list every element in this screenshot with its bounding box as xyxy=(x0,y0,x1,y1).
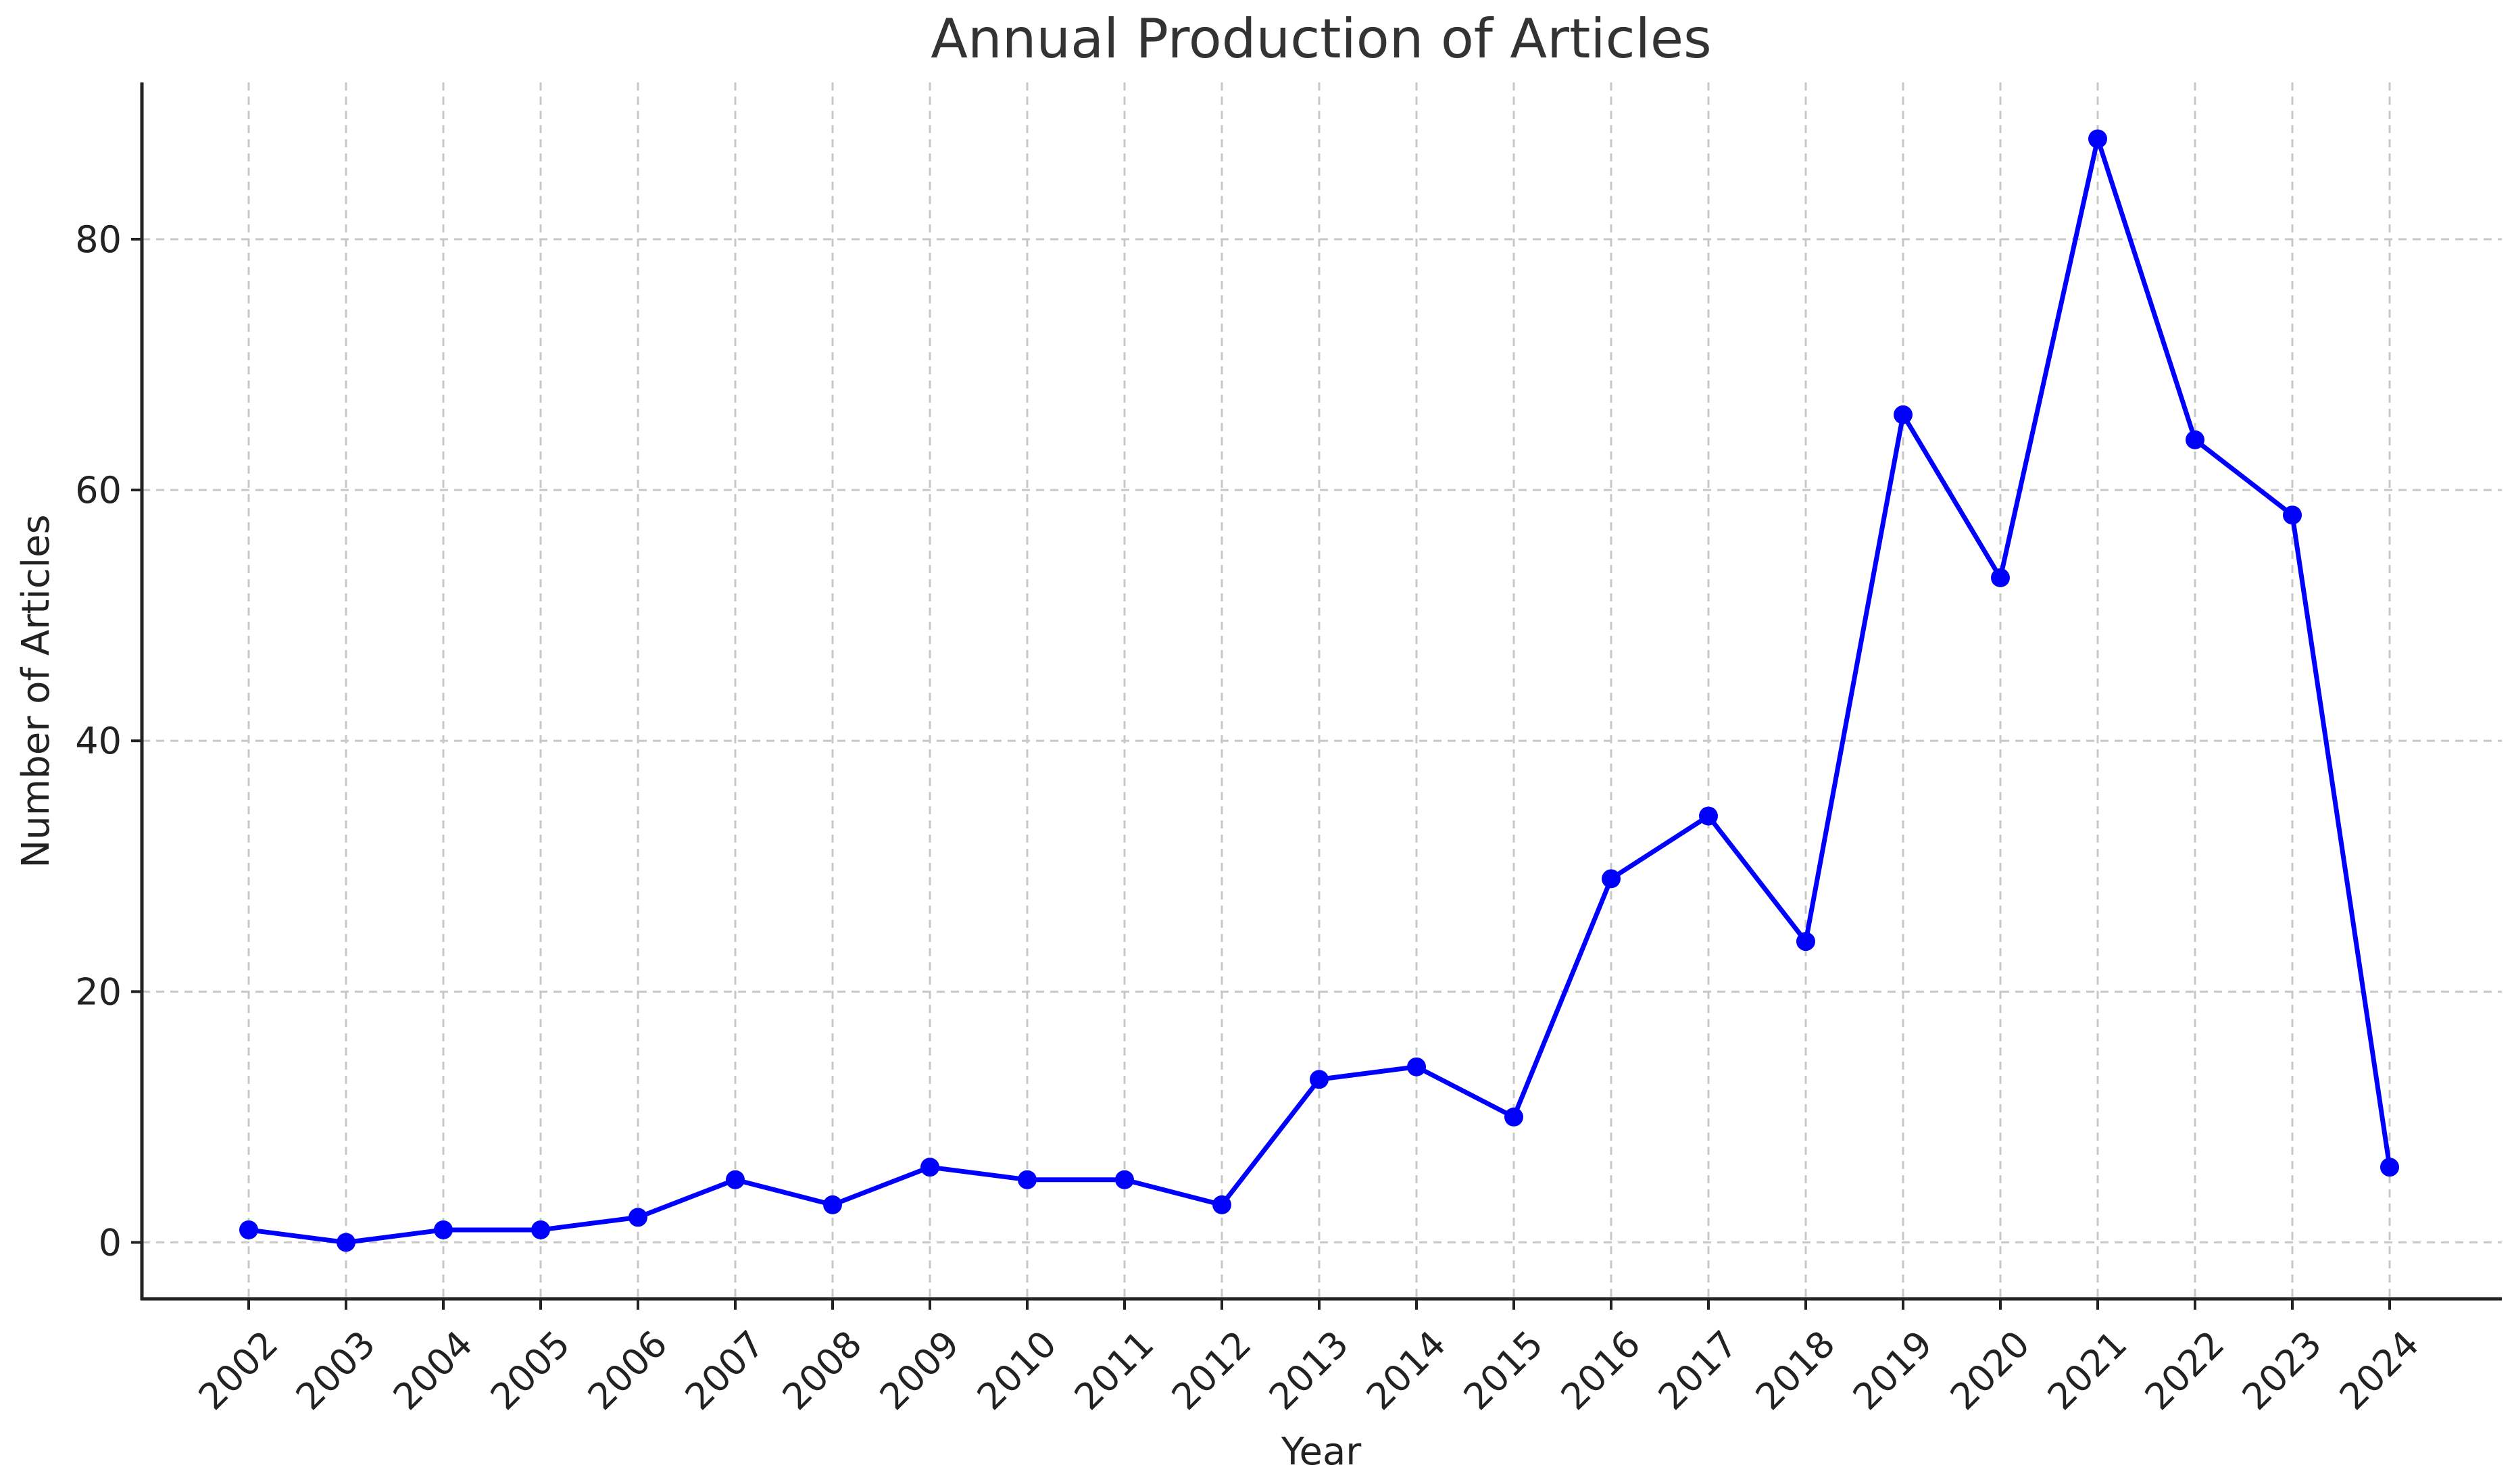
x-axis-label: Year xyxy=(1281,1430,1362,1474)
x-tick-label-2002: 2002 xyxy=(191,1322,287,1418)
series-points xyxy=(239,129,2399,1252)
x-ticks: 2002 2003 2004 2005 2006 2007 2008 2009 2010 2011… xyxy=(191,1299,2427,1418)
data-point-2006 xyxy=(628,1208,647,1227)
x-tick-label-2016: 2016 xyxy=(1553,1322,1649,1418)
x-tick-label-2007: 2007 xyxy=(677,1322,773,1418)
data-point-2012 xyxy=(1212,1195,1231,1214)
x-tick-label-2019: 2019 xyxy=(1845,1322,1941,1418)
data-point-2013 xyxy=(1310,1070,1329,1089)
data-point-2003 xyxy=(337,1233,355,1252)
x-tick-label-2003: 2003 xyxy=(288,1322,384,1418)
x-tick-label-2005: 2005 xyxy=(483,1322,578,1418)
x-tick-label-2024: 2024 xyxy=(2332,1322,2427,1418)
y-ticks: 0 20 40 60 80 xyxy=(75,218,142,1264)
x-tick-label-2008: 2008 xyxy=(774,1322,870,1418)
x-tick-label-2020: 2020 xyxy=(1942,1322,2038,1418)
chart-title: Annual Production of Articles xyxy=(931,7,1711,70)
y-tick-label-60: 60 xyxy=(75,469,122,512)
data-point-2024 xyxy=(2380,1158,2399,1177)
x-tick-label-2009: 2009 xyxy=(872,1322,968,1418)
x-tick-label-2018: 2018 xyxy=(1748,1322,1844,1418)
y-axis-label: Number of Articles xyxy=(14,514,58,868)
x-tick-label-2014: 2014 xyxy=(1358,1322,1454,1418)
x-tick-label-2015: 2015 xyxy=(1456,1322,1552,1418)
x-tick-label-2013: 2013 xyxy=(1261,1322,1357,1418)
data-point-2017 xyxy=(1699,806,1718,826)
data-point-2022 xyxy=(2186,430,2204,449)
x-tick-label-2004: 2004 xyxy=(385,1322,481,1418)
data-point-2014 xyxy=(1407,1057,1426,1077)
x-tick-label-2012: 2012 xyxy=(1164,1322,1260,1418)
data-point-2007 xyxy=(726,1170,745,1189)
data-point-2004 xyxy=(434,1220,453,1239)
data-point-2011 xyxy=(1115,1170,1134,1189)
data-point-2021 xyxy=(2088,129,2107,149)
grid-y xyxy=(142,238,2502,1243)
data-point-2019 xyxy=(1894,405,1913,424)
x-tick-label-2021: 2021 xyxy=(2040,1322,2136,1418)
data-point-2002 xyxy=(239,1220,258,1239)
x-tick-label-2017: 2017 xyxy=(1650,1322,1746,1418)
x-tick-label-2011: 2011 xyxy=(1066,1322,1162,1418)
x-tick-label-2023: 2023 xyxy=(2234,1322,2330,1418)
data-point-2016 xyxy=(1602,869,1621,889)
data-point-2023 xyxy=(2283,505,2302,525)
data-point-2020 xyxy=(1991,568,2010,587)
data-point-2015 xyxy=(1504,1107,1523,1127)
data-point-2008 xyxy=(823,1195,842,1214)
x-tick-label-2006: 2006 xyxy=(580,1322,676,1418)
y-tick-label-20: 20 xyxy=(75,970,122,1013)
grid-x xyxy=(247,82,2391,1299)
y-tick-label-0: 0 xyxy=(99,1221,122,1264)
y-tick-label-40: 40 xyxy=(75,720,122,762)
data-point-2018 xyxy=(1796,932,1815,951)
x-tick-label-2010: 2010 xyxy=(969,1322,1065,1418)
data-point-2010 xyxy=(1018,1170,1037,1189)
y-tick-label-80: 80 xyxy=(75,218,122,261)
data-point-2005 xyxy=(531,1220,550,1239)
x-tick-label-2022: 2022 xyxy=(2137,1322,2233,1418)
data-point-2009 xyxy=(920,1158,939,1177)
